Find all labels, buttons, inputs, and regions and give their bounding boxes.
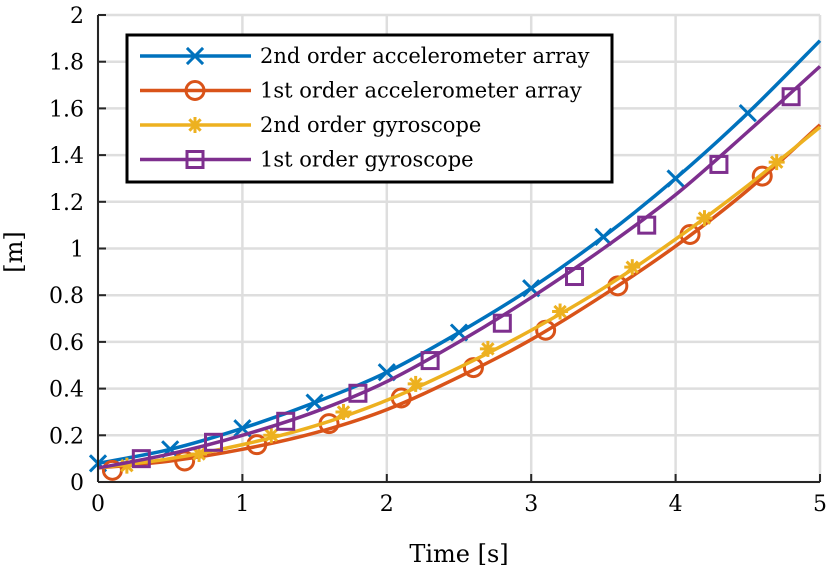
- data-point: [348, 383, 368, 403]
- data-point: [696, 210, 713, 227]
- marker-stroke: [481, 342, 495, 356]
- series-layer: [88, 39, 822, 481]
- marker-stroke: [377, 363, 396, 382]
- marker-stroke: [738, 103, 757, 123]
- marker-stroke: [697, 211, 712, 225]
- data-point: [709, 154, 729, 174]
- x-tick-label: 1: [235, 492, 249, 517]
- marker-stroke: [666, 169, 685, 188]
- data-point: [263, 427, 280, 444]
- data-point: [666, 169, 685, 188]
- x-tick-label: 5: [813, 492, 827, 517]
- data-point: [552, 303, 569, 320]
- data-point: [305, 393, 324, 412]
- data-point: [407, 375, 424, 392]
- data-point: [738, 103, 757, 123]
- y-tick-label: 0.4: [49, 378, 84, 403]
- legend-marker: [185, 150, 205, 169]
- marker-stroke: [233, 419, 252, 438]
- data-point: [637, 215, 657, 235]
- x-tick-label: 2: [380, 492, 394, 517]
- series-line: [97, 39, 822, 466]
- y-tick-label: 0.2: [49, 424, 84, 449]
- data-point: [781, 87, 801, 107]
- data-point: [276, 411, 296, 431]
- y-tick-label: 1.8: [49, 51, 84, 76]
- marker-stroke: [594, 227, 613, 246]
- y-tick-label: 1.2: [49, 191, 84, 216]
- legend-label: 2nd order gyroscope: [260, 113, 481, 137]
- data-point: [594, 227, 613, 246]
- legend-marker: [187, 117, 203, 133]
- y-tick-label: 1: [70, 238, 84, 263]
- series-3: [97, 65, 822, 470]
- y-tick-label: 2: [70, 4, 84, 29]
- legend-entry: 2nd order accelerometer array: [140, 44, 590, 68]
- data-point: [768, 154, 785, 171]
- y-tick-label: 0: [70, 471, 84, 496]
- marker-stroke: [553, 304, 567, 319]
- marker-stroke: [305, 393, 324, 412]
- marker-stroke: [192, 447, 206, 461]
- series-2: [97, 125, 822, 474]
- marker-stroke: [625, 260, 639, 274]
- data-point: [751, 165, 773, 187]
- tick-label-layer: 0 1 2 3 4 5 0 0.2 0.4 0.6 0.8 1 1.2 1.4 1.6 1.8 2: [49, 4, 827, 517]
- marker-stroke: [336, 405, 351, 419]
- legend: 2nd order accelerometer array 1st order a…: [125, 33, 614, 184]
- y-tick-label: 0.8: [49, 284, 84, 309]
- data-point: [624, 259, 641, 276]
- data-point: [204, 432, 224, 452]
- data-point: [479, 340, 496, 357]
- data-point: [420, 351, 440, 371]
- legend-marker: [184, 80, 206, 101]
- x-tick-label: 0: [91, 492, 105, 517]
- legend-label: 1st order gyroscope: [260, 148, 474, 172]
- data-point: [492, 313, 512, 333]
- y-tick-label: 0.6: [49, 331, 84, 356]
- y-tick-label: 1.4: [49, 144, 84, 169]
- marker-stroke: [185, 46, 205, 66]
- marker-stroke: [264, 428, 278, 443]
- x-axis-label: Time [s]: [409, 540, 508, 568]
- legend-box: [125, 33, 614, 184]
- marker-stroke: [769, 155, 784, 169]
- legend-label: 2nd order accelerometer array: [260, 44, 590, 68]
- marker-stroke: [188, 118, 202, 132]
- marker-stroke: [449, 323, 469, 342]
- data-point: [565, 267, 585, 287]
- legend-label: 1st order accelerometer array: [260, 79, 582, 103]
- series-line: [97, 65, 822, 470]
- y-axis-label: [m]: [0, 231, 28, 272]
- marker-stroke: [522, 279, 541, 298]
- data-point: [377, 363, 396, 382]
- x-tick-label: 4: [669, 492, 683, 517]
- axes-layer: [97, 14, 821, 483]
- legend-entry: 1st order gyroscope: [140, 148, 474, 172]
- data-point: [131, 449, 151, 469]
- legend-marker: [185, 46, 205, 66]
- y-tick-label: 1.6: [49, 97, 84, 122]
- marker-stroke: [408, 377, 423, 391]
- legend-entry: 1st order accelerometer array: [140, 79, 582, 103]
- data-point: [335, 403, 352, 420]
- legend-entry: 2nd order gyroscope: [140, 113, 481, 137]
- x-tick-label: 3: [524, 492, 538, 517]
